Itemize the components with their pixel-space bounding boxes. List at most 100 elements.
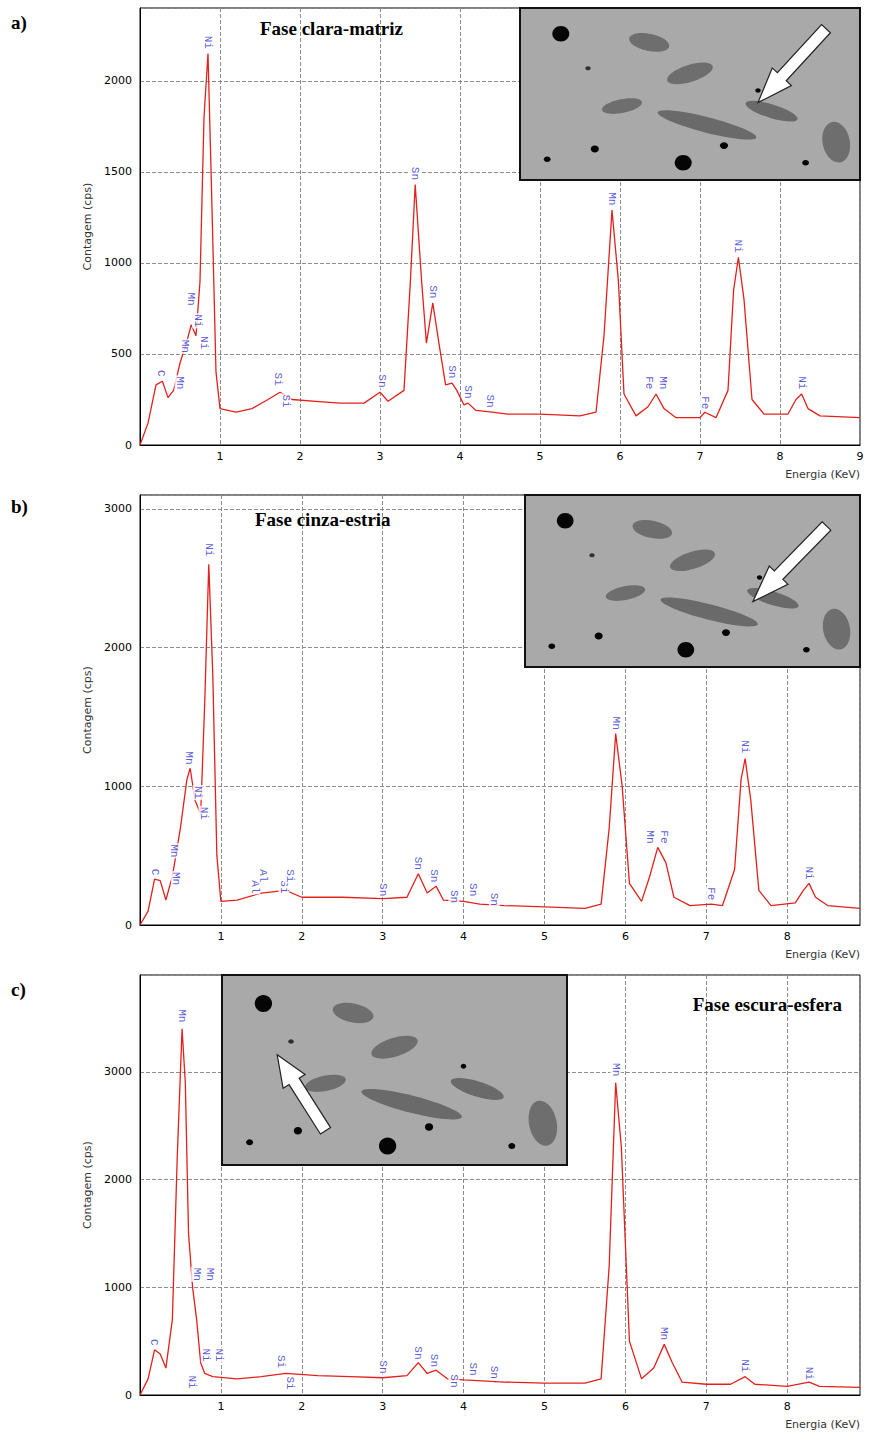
svg-text:Sn: Sn xyxy=(484,394,496,407)
svg-text:Ni: Ni xyxy=(192,786,204,800)
svg-text:Sn: Sn xyxy=(377,1360,389,1373)
svg-text:Contagem (cps): Contagem (cps) xyxy=(81,1141,94,1229)
svg-text:a): a) xyxy=(11,12,27,34)
svg-text:2000: 2000 xyxy=(104,74,132,87)
svg-text:Fe: Fe xyxy=(658,830,670,843)
svg-text:1000: 1000 xyxy=(104,1281,132,1294)
svg-text:Sn: Sn xyxy=(448,890,460,903)
svg-text:Sn: Sn xyxy=(467,883,479,896)
svg-text:Sn: Sn xyxy=(427,285,439,298)
svg-text:8: 8 xyxy=(784,930,791,943)
svg-text:Si: Si xyxy=(272,373,284,387)
svg-text:Ni: Ni xyxy=(202,36,214,50)
svg-text:1500: 1500 xyxy=(104,165,132,178)
svg-text:Sn: Sn xyxy=(412,857,424,870)
svg-text:Mn: Mn xyxy=(179,340,191,353)
svg-text:4: 4 xyxy=(460,930,467,943)
svg-text:Ni: Ni xyxy=(803,866,815,880)
svg-text:Si: Si xyxy=(284,1376,296,1390)
svg-text:Ni: Ni xyxy=(192,314,204,328)
svg-text:1: 1 xyxy=(217,1400,224,1413)
svg-text:5: 5 xyxy=(541,1400,548,1413)
svg-text:1000: 1000 xyxy=(104,256,132,269)
svg-text:2: 2 xyxy=(297,450,304,463)
svg-text:7: 7 xyxy=(703,930,710,943)
svg-text:Si: Si xyxy=(275,1355,287,1369)
svg-text:Sn: Sn xyxy=(377,883,389,896)
svg-text:Sn: Sn xyxy=(409,167,421,180)
svg-text:C: C xyxy=(148,1339,160,1346)
svg-text:3: 3 xyxy=(377,450,384,463)
svg-text:Ni: Ni xyxy=(213,1348,225,1362)
svg-text:Ni: Ni xyxy=(200,1348,212,1362)
svg-text:Sn: Sn xyxy=(488,1366,500,1379)
svg-text:6: 6 xyxy=(622,1400,629,1413)
svg-text:3000: 3000 xyxy=(104,502,132,515)
svg-text:Sn: Sn xyxy=(462,385,474,398)
svg-text:Mn: Mn xyxy=(170,872,182,885)
svg-text:Mn: Mn xyxy=(185,292,197,305)
svg-text:1000: 1000 xyxy=(104,780,132,793)
svg-text:7: 7 xyxy=(703,1400,710,1413)
svg-text:Fase clara-matriz: Fase clara-matriz xyxy=(260,18,404,39)
svg-text:500: 500 xyxy=(111,347,132,360)
svg-text:Mn: Mn xyxy=(174,376,186,389)
svg-text:C: C xyxy=(149,869,161,876)
svg-text:Sn: Sn xyxy=(412,1346,424,1359)
svg-text:Si: Si xyxy=(284,869,296,883)
svg-text:C: C xyxy=(155,370,167,377)
svg-text:Contagem (cps): Contagem (cps) xyxy=(81,183,94,271)
svg-text:Fe: Fe xyxy=(705,887,717,900)
svg-text:2: 2 xyxy=(298,930,305,943)
svg-text:Sn: Sn xyxy=(428,1354,440,1367)
svg-text:Ni: Ni xyxy=(203,543,215,557)
svg-text:5: 5 xyxy=(541,930,548,943)
svg-text:4: 4 xyxy=(457,450,464,463)
svg-text:Energia (KeV): Energia (KeV) xyxy=(785,948,860,961)
svg-text:Sn: Sn xyxy=(446,365,458,378)
svg-text:Sn: Sn xyxy=(448,1374,460,1387)
svg-text:5: 5 xyxy=(537,450,544,463)
svg-text:Sn: Sn xyxy=(428,869,440,882)
svg-text:Ni: Ni xyxy=(198,336,210,350)
svg-text:2: 2 xyxy=(298,1400,305,1413)
svg-text:Mn: Mn xyxy=(610,1063,622,1076)
svg-text:Mn: Mn xyxy=(204,1268,216,1281)
svg-text:Si: Si xyxy=(280,394,292,408)
svg-text:6: 6 xyxy=(622,930,629,943)
svg-text:2000: 2000 xyxy=(104,641,132,654)
svg-text:0: 0 xyxy=(125,439,132,452)
svg-text:0: 0 xyxy=(125,919,132,932)
svg-text:Mn: Mn xyxy=(657,376,669,389)
svg-text:8: 8 xyxy=(777,450,784,463)
svg-text:c): c) xyxy=(11,979,26,1001)
svg-text:Fase escura-esfera: Fase escura-esfera xyxy=(693,994,843,1015)
svg-text:3000: 3000 xyxy=(104,1065,132,1078)
svg-text:Ni: Ni xyxy=(198,807,210,821)
svg-text:3: 3 xyxy=(379,930,386,943)
svg-text:Mn: Mn xyxy=(658,1327,670,1340)
svg-text:Ni: Ni xyxy=(732,240,744,254)
svg-text:Al: Al xyxy=(257,869,269,882)
svg-text:6: 6 xyxy=(617,450,624,463)
svg-text:Energia (KeV): Energia (KeV) xyxy=(785,1418,860,1431)
svg-text:Mn: Mn xyxy=(168,844,180,857)
svg-text:Ni: Ni xyxy=(186,1375,198,1389)
svg-text:2000: 2000 xyxy=(104,1173,132,1186)
svg-text:Sn: Sn xyxy=(467,1362,479,1375)
svg-text:Ni: Ni xyxy=(739,1359,751,1373)
svg-text:Contagem (cps): Contagem (cps) xyxy=(81,666,94,754)
svg-text:Mn: Mn xyxy=(183,751,195,764)
svg-text:Ni: Ni xyxy=(803,1367,815,1381)
svg-text:Ni: Ni xyxy=(739,740,751,754)
svg-text:7: 7 xyxy=(697,450,704,463)
svg-text:Fase cinza-estria: Fase cinza-estria xyxy=(255,509,391,530)
svg-text:Mn: Mn xyxy=(191,1268,203,1281)
svg-text:Mn: Mn xyxy=(644,830,656,843)
svg-text:Ni: Ni xyxy=(796,376,808,390)
svg-text:8: 8 xyxy=(784,1400,791,1413)
svg-text:3: 3 xyxy=(379,1400,386,1413)
svg-text:Mn: Mn xyxy=(606,192,618,205)
svg-text:0: 0 xyxy=(125,1389,132,1402)
svg-text:Sn: Sn xyxy=(488,893,500,906)
